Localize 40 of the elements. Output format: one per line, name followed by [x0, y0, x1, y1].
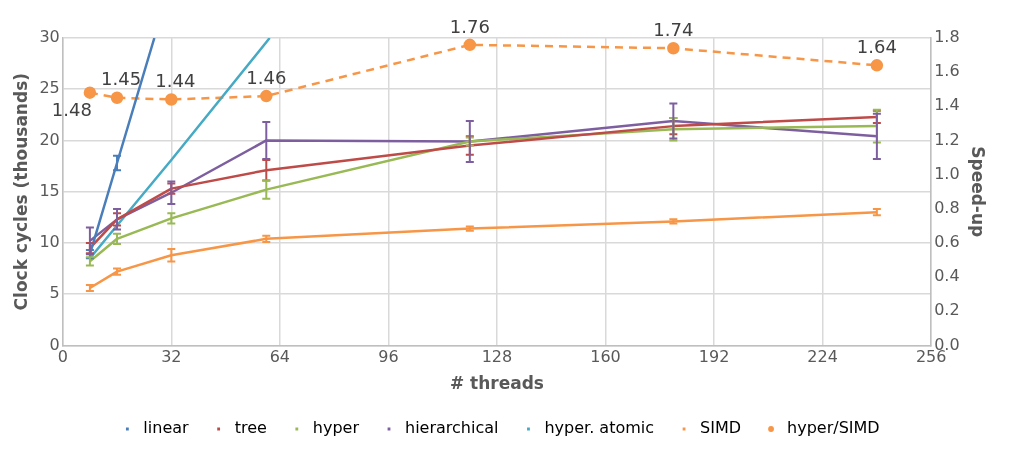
y-tick-label: 25: [39, 78, 60, 98]
x-tick-label: 32: [161, 347, 182, 367]
legend-label: SIMD: [700, 418, 742, 438]
data-label: 1.64: [856, 36, 897, 57]
y-tick-label: 5: [49, 283, 60, 303]
data-label: 1.48: [51, 99, 92, 121]
legend-label: hierarchical: [405, 418, 499, 438]
y-tick-label: 30: [39, 27, 60, 47]
legend-label: hyper: [312, 418, 360, 438]
data-label: 1.45: [101, 68, 142, 90]
y2-tick-label: 1.0: [934, 163, 960, 183]
x-tick-label: 128: [481, 347, 513, 367]
y2-tick-label: 1.2: [934, 129, 960, 149]
y-tick-label: 0: [49, 334, 60, 354]
y-tick-label: 20: [39, 129, 60, 149]
legend-label: hyper/SIMD: [787, 418, 880, 438]
y2-axis-title: Speed-up: [968, 146, 989, 238]
y2-tick-label: 0.6: [934, 232, 960, 252]
x-axis-title: # threads: [449, 373, 544, 394]
x-tick-label: 192: [698, 347, 730, 367]
legend-label: linear: [143, 418, 190, 438]
y2-tick-label: 1.6: [934, 61, 960, 81]
y2-tick-label: 0.2: [934, 300, 960, 320]
data-label: 1.44: [155, 70, 196, 92]
data-label: 1.74: [653, 18, 694, 40]
legend-label: tree: [234, 418, 267, 438]
y2-tick-label: 1.4: [934, 95, 960, 115]
y-tick-label: 15: [39, 180, 60, 200]
x-tick-label: 160: [590, 347, 621, 367]
y2-tick-label: 1.8: [934, 27, 960, 47]
y-tick-label: 10: [39, 232, 60, 252]
x-tick-label: 64: [269, 347, 291, 367]
y2-tick-label: 0.8: [934, 197, 960, 217]
y2-tick-label: 0.4: [934, 266, 960, 286]
data-label: 1.46: [246, 66, 287, 88]
x-tick-label: 96: [378, 347, 399, 367]
data-label: 1.76: [449, 15, 490, 37]
y-axis-title: Clock cycles (thousands): [10, 72, 31, 311]
x-tick-label: 224: [807, 347, 838, 367]
legend-label: hyper. atomic: [544, 418, 655, 438]
